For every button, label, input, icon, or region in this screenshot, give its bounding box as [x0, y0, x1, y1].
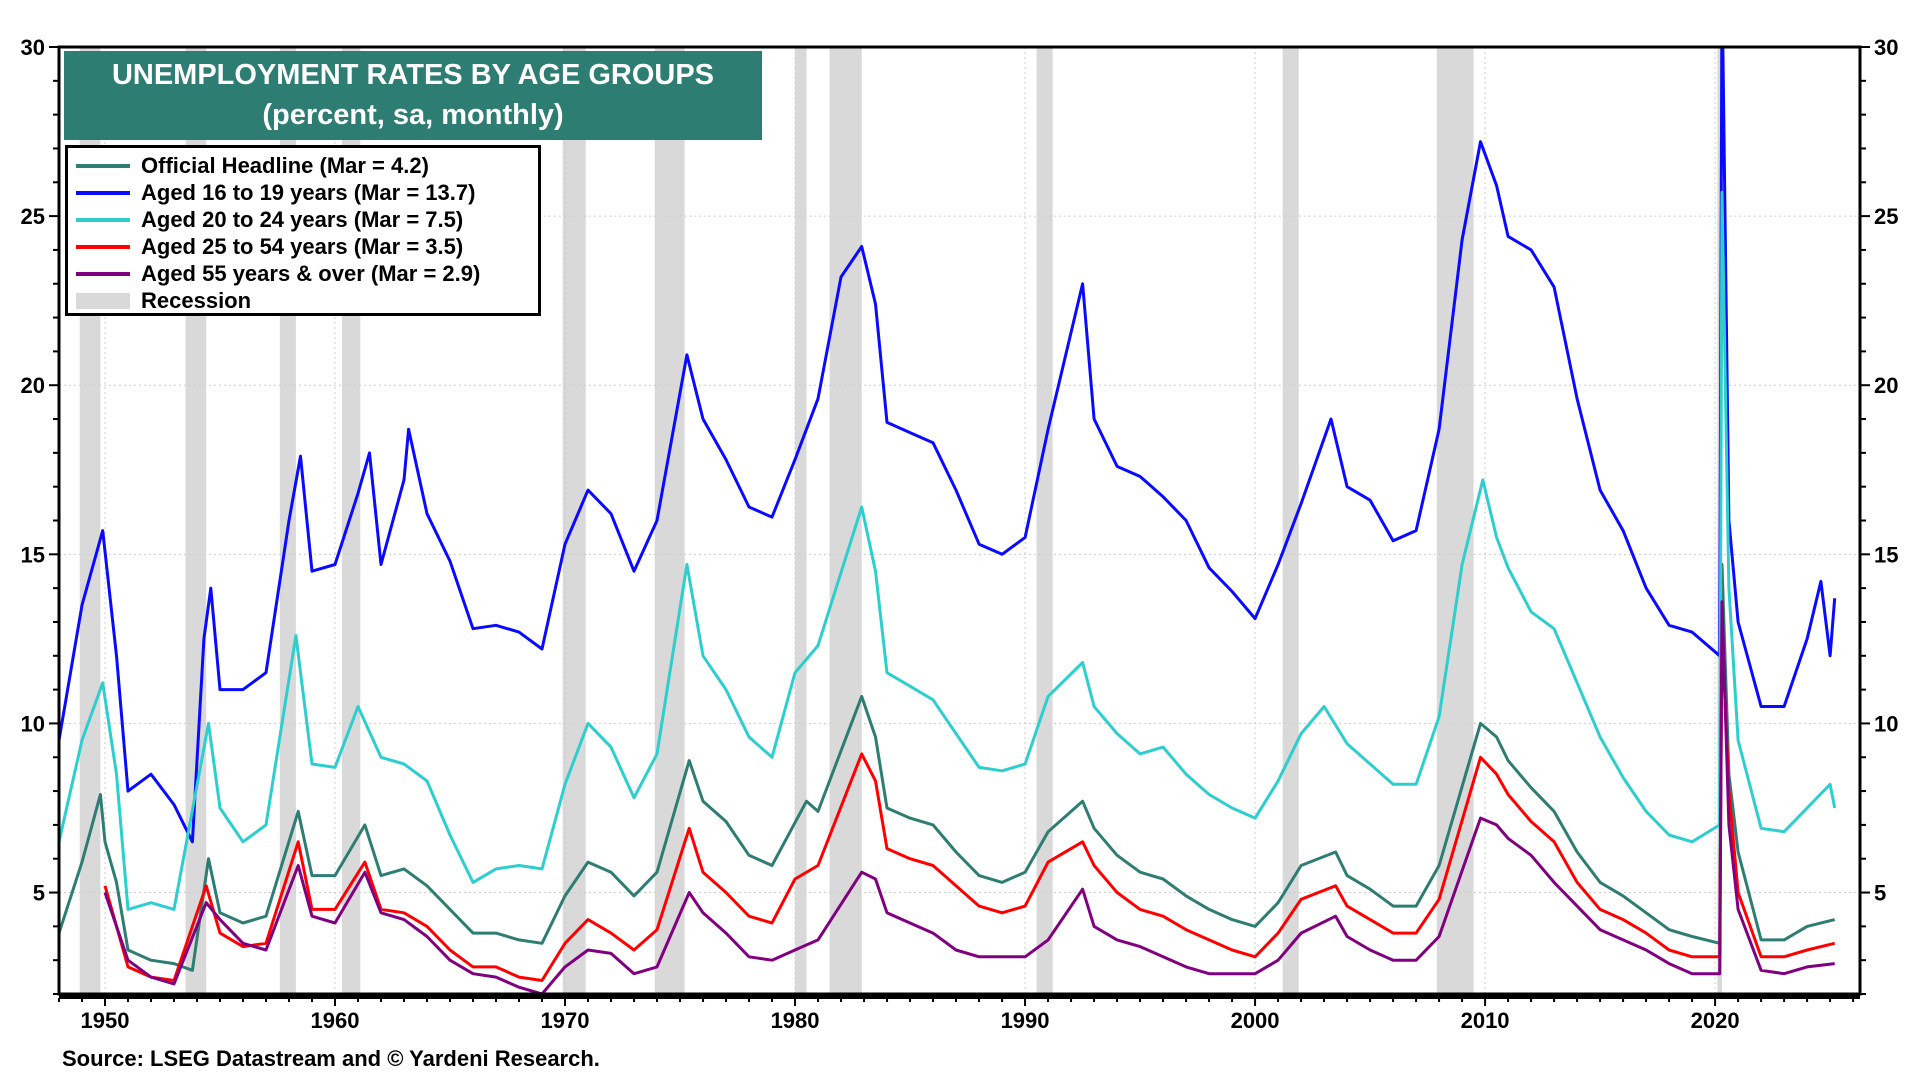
chart-title-box: UNEMPLOYMENT RATES BY AGE GROUPS (percen…	[64, 51, 762, 140]
legend-swatch	[76, 163, 130, 168]
recession-band	[1282, 47, 1299, 994]
legend-swatch	[76, 292, 130, 309]
y-tick-label-left: 15	[21, 542, 45, 567]
legend-label: Official Headline (Mar = 4.2)	[141, 152, 429, 178]
y-tick-label-left: 10	[21, 711, 45, 736]
series-line-2	[59, 190, 1837, 911]
x-tick-label: 2010	[1461, 1008, 1510, 1033]
legend-label: Aged 55 years & over (Mar = 2.9)	[141, 260, 481, 286]
y-tick-label-left: 20	[21, 373, 45, 398]
y-tick-label-left: 5	[33, 881, 45, 906]
series-line-4	[103, 600, 1835, 994]
x-tick-label: 1980	[771, 1008, 820, 1033]
legend-item-55-over: Aged 55 years & over (Mar = 2.9)	[76, 260, 538, 287]
chart-subtitle: (percent, sa, monthly)	[262, 99, 564, 131]
y-tick-label-right: 10	[1874, 711, 1898, 736]
series-line-0	[59, 563, 1836, 972]
legend-item-16-19: Aged 16 to 19 years (Mar = 13.7)	[76, 179, 538, 206]
y-tick-label-right: 25	[1874, 204, 1898, 229]
series-line-1	[59, 47, 1837, 844]
y-tick-label-left: 30	[21, 35, 45, 60]
source-note: Source: LSEG Datastream and © Yardeni Re…	[62, 1046, 600, 1071]
legend-swatch	[76, 244, 130, 249]
legend-item-headline: Official Headline (Mar = 4.2)	[76, 152, 538, 179]
legend-swatch	[76, 271, 130, 276]
recession-band	[1036, 47, 1053, 994]
legend-item-recession: Recession	[76, 287, 538, 314]
recession-band	[654, 47, 685, 994]
x-tick-label: 2000	[1231, 1008, 1280, 1033]
x-tick-label: 1970	[541, 1008, 590, 1033]
legend-item-25-54: Aged 25 to 54 years (Mar = 3.5)	[76, 233, 538, 260]
legend-label: Aged 25 to 54 years (Mar = 3.5)	[141, 233, 464, 259]
legend-item-20-24: Aged 20 to 24 years (Mar = 7.5)	[76, 206, 538, 233]
legend-label: Aged 20 to 24 years (Mar = 7.5)	[141, 206, 464, 232]
y-tick-label-right: 20	[1874, 373, 1898, 398]
legend-swatch	[76, 217, 130, 222]
legend-swatch	[76, 190, 130, 195]
legend-label: Recession	[141, 287, 252, 313]
y-tick-label-right: 15	[1874, 542, 1898, 567]
y-tick-label-right: 30	[1874, 35, 1898, 60]
legend: Official Headline (Mar = 4.2) Aged 16 to…	[65, 145, 541, 316]
x-tick-label: 1950	[81, 1008, 130, 1033]
x-tick-label: 1990	[1001, 1008, 1050, 1033]
recession-band	[795, 47, 807, 994]
x-tick-label: 2020	[1691, 1008, 1740, 1033]
y-tick-label-right: 5	[1874, 881, 1886, 906]
chart-title: UNEMPLOYMENT RATES BY AGE GROUPS	[111, 59, 715, 91]
legend-label: Aged 16 to 19 years (Mar = 13.7)	[141, 179, 476, 205]
y-tick-label-left: 25	[21, 204, 45, 229]
series-line-3	[103, 627, 1836, 982]
x-tick-label: 1960	[311, 1008, 360, 1033]
